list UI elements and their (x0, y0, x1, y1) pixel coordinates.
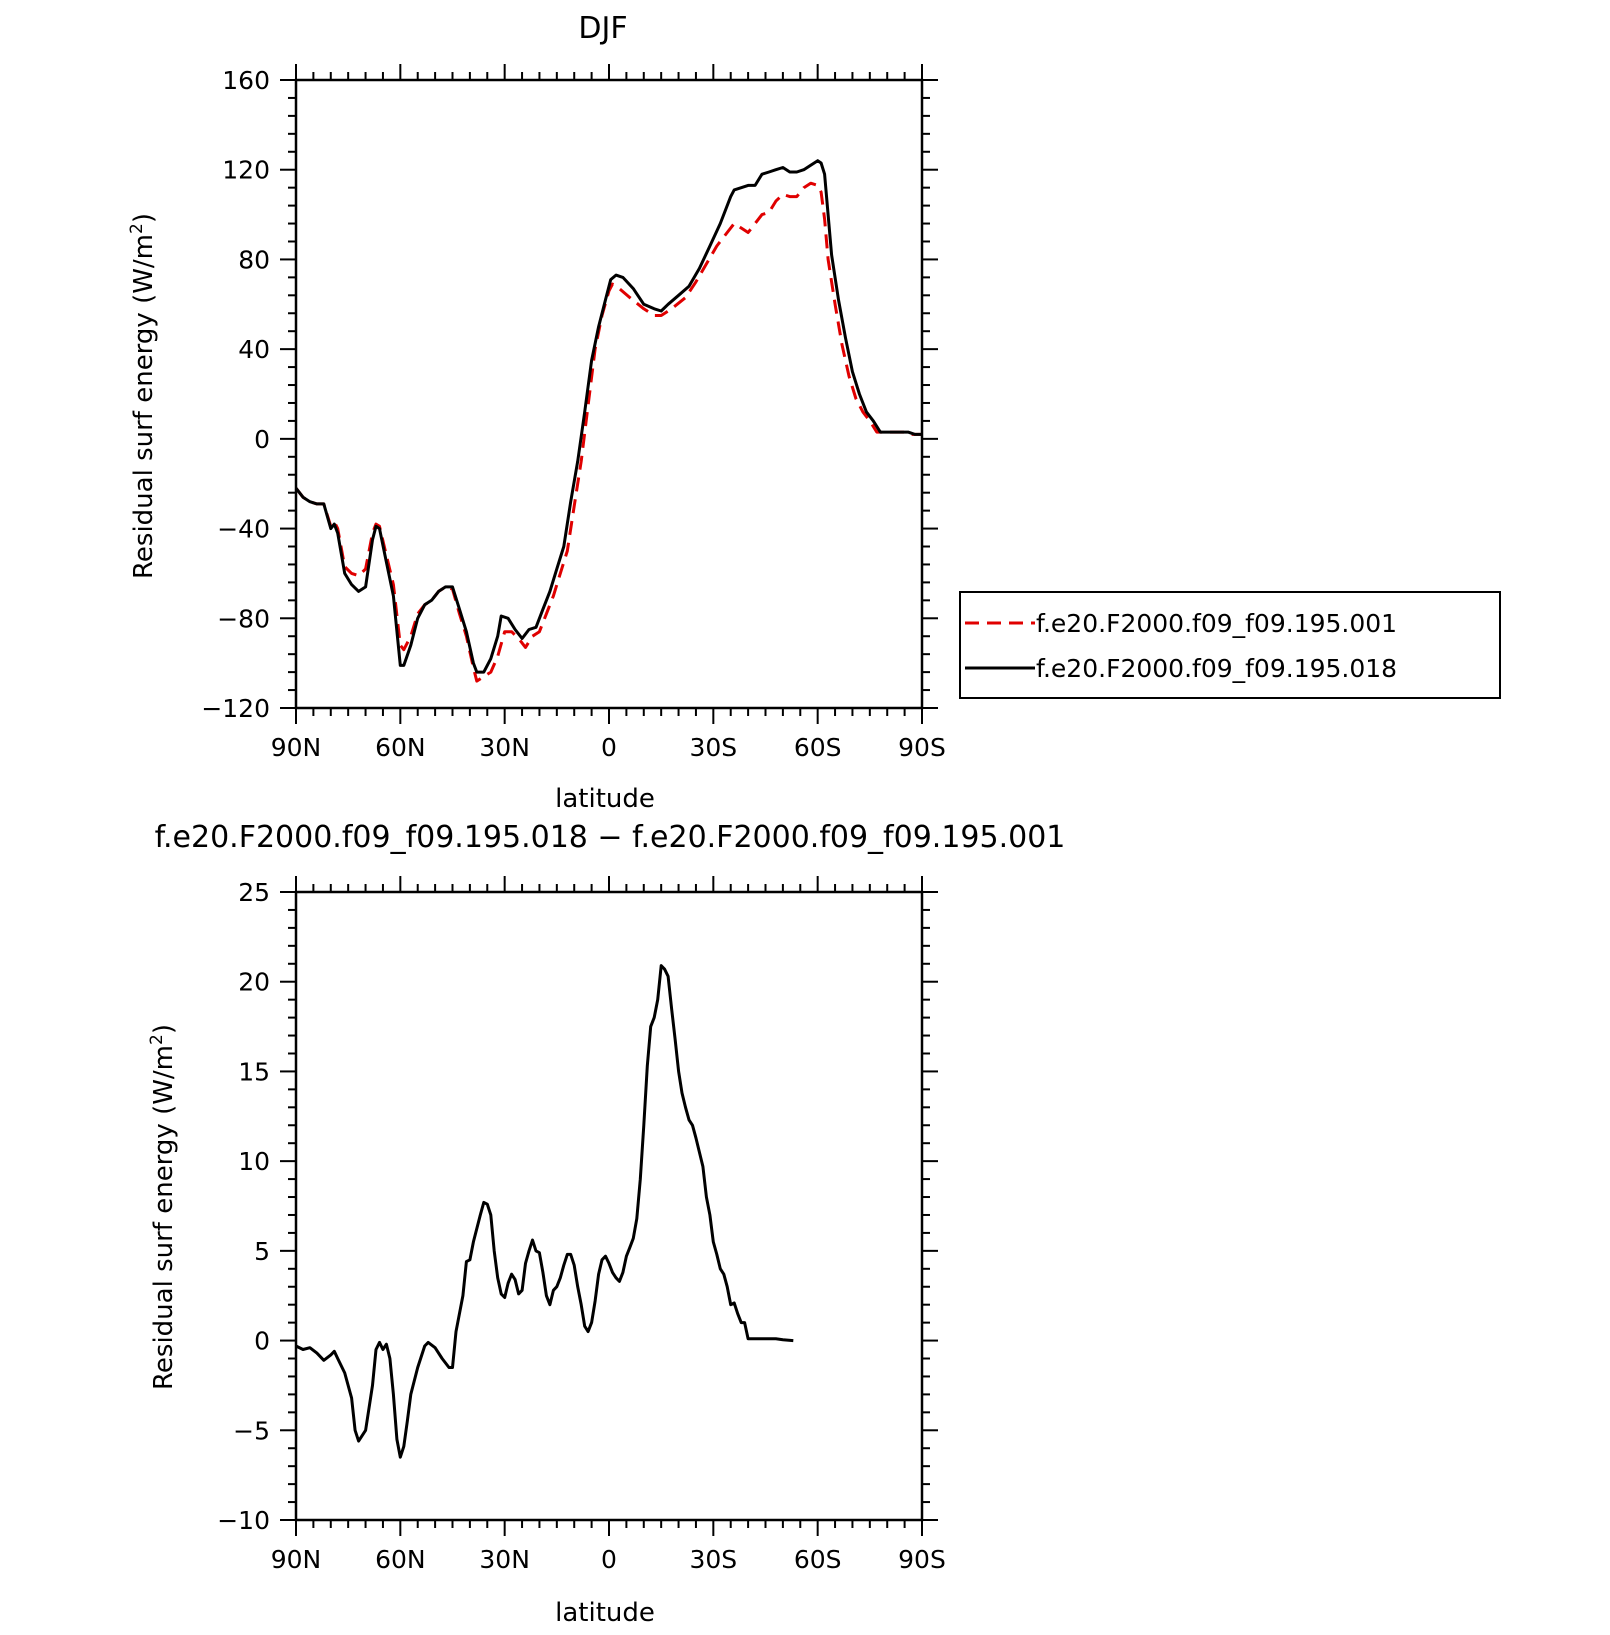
series-line-1 (295, 964, 794, 1459)
y-tick-label: −120 (201, 694, 270, 723)
y-tick-label: 20 (238, 968, 270, 997)
x-axis-label: latitude (555, 1598, 655, 1628)
chart-title: f.e20.F2000.f09_f09.195.018 − f.e20.F200… (155, 820, 1066, 855)
x-tick-label: 60S (794, 733, 842, 762)
series-line-2 (294, 159, 922, 674)
x-tick-label: 0 (601, 1545, 617, 1574)
x-tick-label: 30N (479, 1545, 530, 1574)
y-axis-label-main: Residual surf energy (W/m (129, 234, 159, 579)
x-tick-label: 90N (271, 1545, 322, 1574)
y-axis-label: Residual surf energy (W/m2) (127, 213, 159, 579)
series-line-1 (294, 181, 922, 683)
legend-box (959, 591, 1501, 699)
plot-area: −10 −5 0 5 10 15 20 25 90N 60N 30N 0 30S 60S 90S (217, 876, 946, 1574)
legend-label-2: f.e20.F2000.f09_f09.195.018 (1036, 654, 1397, 683)
y-tick-label: 40 (238, 335, 270, 364)
y-tick-label: −10 (217, 1506, 270, 1535)
y-axis-label-main: Residual surf energy (W/m (149, 1045, 179, 1390)
plot-frame (294, 890, 924, 1522)
x-axis-label: latitude (555, 784, 655, 814)
y-tick-label: 0 (254, 425, 270, 454)
y-tick-label: 5 (254, 1237, 270, 1266)
legend: f.e20.F2000.f09_f09.195.001 f.e20.F2000.… (959, 591, 1501, 699)
y-tick-label: 80 (238, 245, 270, 274)
y-tick-label: −80 (217, 604, 270, 633)
y-tick-label: 15 (238, 1057, 270, 1086)
y-axis-label-close: ) (149, 1024, 179, 1034)
y-tick-label: 25 (238, 878, 270, 907)
y-axis-label: Residual surf energy (W/m2) (147, 1024, 179, 1390)
x-tick-label: 60N (375, 1545, 426, 1574)
plot-frame (294, 78, 924, 710)
x-tick-label: 30S (689, 1545, 737, 1574)
x-tick-label: 0 (601, 733, 617, 762)
y-axis-label-sup: 2 (127, 223, 147, 234)
x-tick-label: 30S (689, 733, 737, 762)
bottom-chart-panel: f.e20.F2000.f09_f09.195.018 − f.e20.F200… (147, 820, 1065, 1628)
y-tick-label: 120 (222, 156, 270, 185)
y-tick-label: 0 (254, 1327, 270, 1356)
y-tick-label: −5 (233, 1416, 270, 1445)
x-tick-label: 90S (898, 1545, 946, 1574)
plot-area: −120 −80 −40 0 40 80 120 160 90N 60N 30N 0 30S 60S 90S (201, 64, 946, 762)
y-axis-label-close: ) (129, 213, 159, 223)
x-tick-label: 60S (794, 1545, 842, 1574)
x-tick-label: 90N (271, 733, 322, 762)
legend-label-1: f.e20.F2000.f09_f09.195.001 (1036, 609, 1397, 638)
y-tick-label: 10 (238, 1147, 270, 1176)
chart-title: DJF (578, 11, 627, 46)
x-tick-label: 30N (479, 733, 530, 762)
y-tick-label: −40 (217, 515, 270, 544)
x-tick-label: 60N (375, 733, 426, 762)
y-axis-label-sup: 2 (147, 1034, 167, 1045)
x-tick-label: 90S (898, 733, 946, 762)
top-chart-panel: DJF latitude Residual surf energy (W/m2)… (127, 11, 1501, 814)
y-tick-label: 160 (222, 66, 270, 95)
